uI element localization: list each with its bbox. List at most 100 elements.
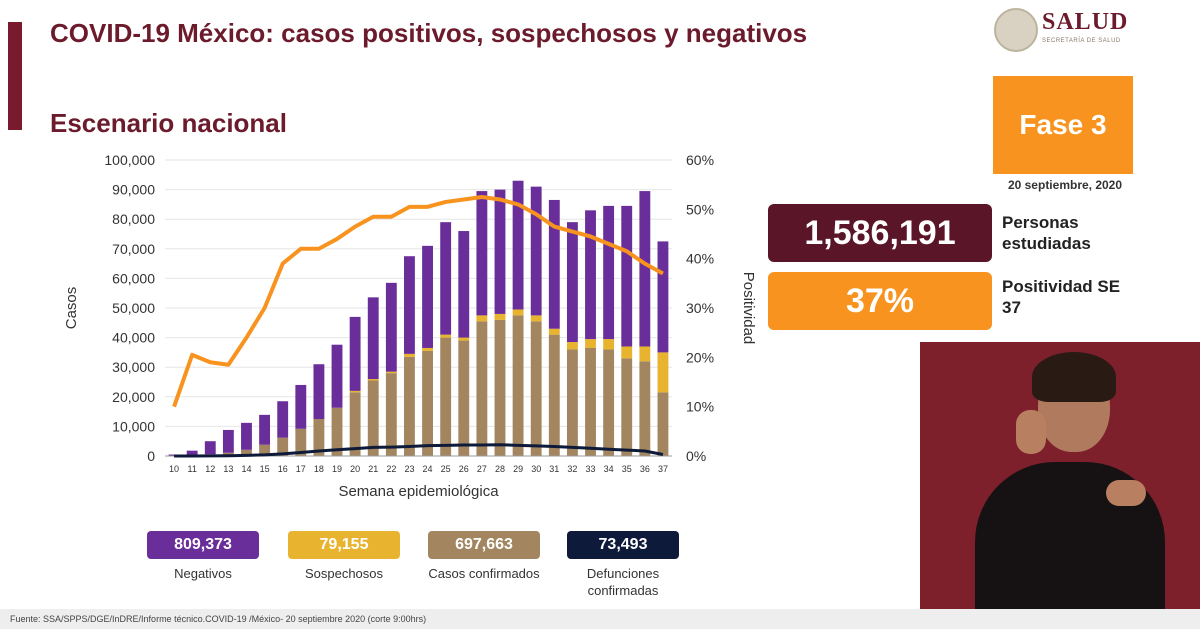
x-tick-label: 17 bbox=[296, 464, 306, 474]
stat-label: Casos confirmados bbox=[428, 566, 540, 581]
x-tick-label: 20 bbox=[350, 464, 360, 474]
sign-language-interpreter bbox=[920, 342, 1200, 610]
stat-value: 73,493 bbox=[567, 531, 679, 559]
bar-confirmados bbox=[295, 428, 307, 456]
interpreter-hair bbox=[1032, 352, 1116, 402]
studied-label: Personas estudiadas bbox=[1002, 213, 1091, 253]
x-tick-label: 25 bbox=[441, 464, 451, 474]
bar-sospechosos bbox=[621, 346, 633, 359]
cases-chart: 0 10,000 20,000 30,000 40,000 50,000 60,000 70,… bbox=[63, 152, 757, 500]
bar-negativos bbox=[548, 199, 560, 329]
bar-sospechosos bbox=[530, 315, 542, 322]
bar-confirmados bbox=[331, 407, 343, 456]
accent-bar bbox=[8, 22, 22, 130]
x-tick-label: 10 bbox=[169, 464, 179, 474]
y-tick-label: 40,000 bbox=[112, 330, 155, 346]
bar-confirmados bbox=[367, 380, 379, 456]
bar-sospechosos bbox=[349, 390, 361, 393]
y2-axis-label: Positividad bbox=[740, 272, 757, 345]
stat-value: 809,373 bbox=[147, 531, 259, 559]
bar-confirmados bbox=[512, 315, 524, 456]
y-tick-label: 30,000 bbox=[112, 359, 155, 375]
x-tick-label: 36 bbox=[640, 464, 650, 474]
y-tick-label: 50,000 bbox=[112, 300, 155, 316]
phase-date: 20 septiembre, 2020 bbox=[1007, 178, 1123, 192]
bar-confirmados bbox=[277, 437, 289, 456]
bar-confirmados bbox=[566, 349, 578, 456]
x-tick-label: 26 bbox=[459, 464, 469, 474]
y-axis-label: Casos bbox=[63, 287, 80, 330]
positivity-value: 37% bbox=[768, 272, 992, 330]
x-tick-label: 13 bbox=[223, 464, 233, 474]
bar-negativos bbox=[530, 186, 542, 316]
bar-confirmados bbox=[241, 449, 252, 456]
x-tick-label: 23 bbox=[404, 464, 414, 474]
bar-negativos bbox=[440, 222, 452, 335]
bar-sospechosos bbox=[458, 337, 470, 341]
x-tick-label: 21 bbox=[368, 464, 378, 474]
bar-negativos bbox=[367, 297, 379, 380]
stat-value: 79,155 bbox=[288, 531, 400, 559]
logo-subtext: SECRETARÍA DE SALUD bbox=[1042, 38, 1121, 44]
bar-negativos bbox=[585, 210, 596, 340]
bar-negativos bbox=[186, 450, 198, 456]
bar-sospechosos bbox=[512, 309, 524, 316]
bar-sospechosos bbox=[657, 352, 669, 393]
bar-confirmados bbox=[548, 334, 560, 456]
studied-value: 1,586,191 bbox=[768, 204, 992, 262]
bar-negativos bbox=[385, 282, 397, 372]
salud-logo: SALUD SECRETARÍA DE SALUD bbox=[990, 6, 1150, 54]
bar-negativos bbox=[313, 364, 325, 419]
bar-negativos bbox=[331, 344, 343, 408]
bar-negativos bbox=[259, 414, 271, 445]
bar-negativos bbox=[458, 231, 470, 338]
bar-negativos bbox=[494, 189, 506, 314]
bar-sospechosos bbox=[603, 339, 615, 350]
x-tick-label: 30 bbox=[531, 464, 541, 474]
line-defunciones bbox=[174, 443, 664, 458]
y-tick-label: 100,000 bbox=[104, 152, 155, 168]
bar-confirmados bbox=[259, 444, 271, 456]
x-tick-label: 37 bbox=[658, 464, 668, 474]
y2-tick-label: 40% bbox=[686, 251, 714, 267]
bar-negativos bbox=[404, 256, 415, 354]
x-axis-label: Semana epidemiológica bbox=[338, 483, 499, 500]
bar-confirmados bbox=[476, 321, 488, 456]
stat-value: 697,663 bbox=[428, 531, 540, 559]
bar-sospechosos bbox=[585, 339, 596, 348]
y2-tick-label: 60% bbox=[686, 152, 714, 168]
x-tick-label: 27 bbox=[477, 464, 487, 474]
x-tick-label: 16 bbox=[278, 464, 288, 474]
x-tick-label: 33 bbox=[586, 464, 596, 474]
bar-negativos bbox=[639, 191, 651, 347]
x-tick-label: 29 bbox=[513, 464, 523, 474]
bar-sospechosos bbox=[639, 346, 651, 362]
bar-confirmados bbox=[349, 392, 361, 456]
bar-negativos bbox=[476, 191, 488, 316]
y-tick-label: 10,000 bbox=[112, 418, 155, 434]
x-tick-label: 32 bbox=[567, 464, 577, 474]
bar-sospechosos bbox=[440, 334, 452, 338]
x-tick-label: 22 bbox=[386, 464, 396, 474]
bar-negativos bbox=[603, 205, 615, 340]
x-tick-label: 18 bbox=[314, 464, 324, 474]
bar-confirmados bbox=[657, 392, 669, 456]
stat-label: Negativos bbox=[174, 566, 232, 581]
bar-sospechosos bbox=[404, 353, 415, 357]
logo-name: SALUD bbox=[1042, 9, 1129, 35]
x-tick-label: 28 bbox=[495, 464, 505, 474]
positivity-label: Positividad SE 37 bbox=[1002, 277, 1121, 317]
bar-sospechosos bbox=[566, 342, 578, 350]
bar-confirmados bbox=[313, 419, 325, 456]
bar-confirmados bbox=[385, 373, 397, 456]
bar-negativos bbox=[277, 401, 289, 438]
bar-negativos bbox=[349, 316, 361, 391]
stat-label: Defunciones confirmadas bbox=[586, 566, 660, 598]
bar-negativos bbox=[295, 384, 307, 429]
bar-confirmados bbox=[639, 361, 651, 456]
x-tick-label: 31 bbox=[549, 464, 559, 474]
y-tick-label: 20,000 bbox=[112, 389, 155, 405]
page-title: COVID-19 México: casos positivos, sospec… bbox=[50, 18, 808, 48]
bar-negativos bbox=[204, 441, 216, 455]
bar-confirmados bbox=[440, 337, 452, 456]
